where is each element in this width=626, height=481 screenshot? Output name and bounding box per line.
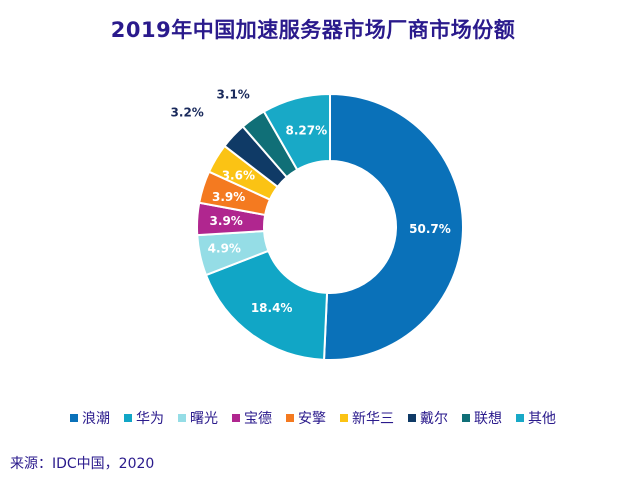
legend-label: 曙光 — [190, 411, 218, 427]
slice-label-7: 3.2% — [171, 106, 204, 120]
donut-slice-1 — [322, 92, 464, 361]
slice-label-9: 8.27% — [285, 123, 327, 137]
slice-label-8: 3.1% — [217, 88, 250, 102]
legend-label: 联想 — [474, 411, 502, 427]
legend-swatch-icon — [178, 414, 186, 422]
legend-item-7: 戴尔 — [408, 408, 448, 428]
slice-label-4: 3.9% — [210, 214, 243, 228]
legend-swatch-icon — [70, 414, 78, 422]
source-note: 来源：IDC中国，2020 — [10, 456, 155, 472]
slice-label-2: 18.4% — [251, 301, 293, 315]
slice-label-1: 50.7% — [409, 222, 451, 236]
legend-label: 华为 — [136, 411, 164, 427]
legend-swatch-icon — [232, 414, 240, 422]
legend-item-8: 联想 — [462, 408, 502, 428]
chart-title: 2019年中国加速服务器市场厂商市场份额 — [110, 18, 516, 42]
legend-item-5: 安擎 — [286, 408, 326, 428]
donut-slice-2 — [204, 249, 329, 361]
donut-slice-9 — [262, 92, 331, 172]
legend-label: 其他 — [528, 411, 556, 427]
legend-item-9: 其他 — [516, 408, 556, 428]
legend-label: 浪潮 — [82, 411, 110, 427]
legend-label: 戴尔 — [420, 411, 448, 427]
legend-label: 安擎 — [298, 411, 326, 427]
legend-item-3: 曙光 — [178, 408, 218, 428]
legend-swatch-icon — [516, 414, 524, 422]
slice-label-3: 4.9% — [208, 241, 241, 255]
legend-swatch-icon — [286, 414, 294, 422]
slice-label-5: 3.9% — [212, 190, 245, 204]
legend-item-6: 新华三 — [340, 408, 394, 428]
legend-label: 新华三 — [352, 411, 394, 427]
legend-swatch-icon — [340, 414, 348, 422]
legend-item-2: 华为 — [124, 408, 164, 428]
slice-label-6: 3.6% — [222, 168, 255, 182]
legend-swatch-icon — [124, 414, 132, 422]
chart-legend: 浪潮 华为 曙光 宝德 安擎 新华三 戴尔 联想 其他 — [0, 408, 626, 428]
legend-item-1: 浪潮 — [70, 408, 110, 428]
legend-item-4: 宝德 — [232, 408, 272, 428]
legend-swatch-icon — [408, 414, 416, 422]
legend-label: 宝德 — [244, 411, 272, 427]
legend-swatch-icon — [462, 414, 470, 422]
